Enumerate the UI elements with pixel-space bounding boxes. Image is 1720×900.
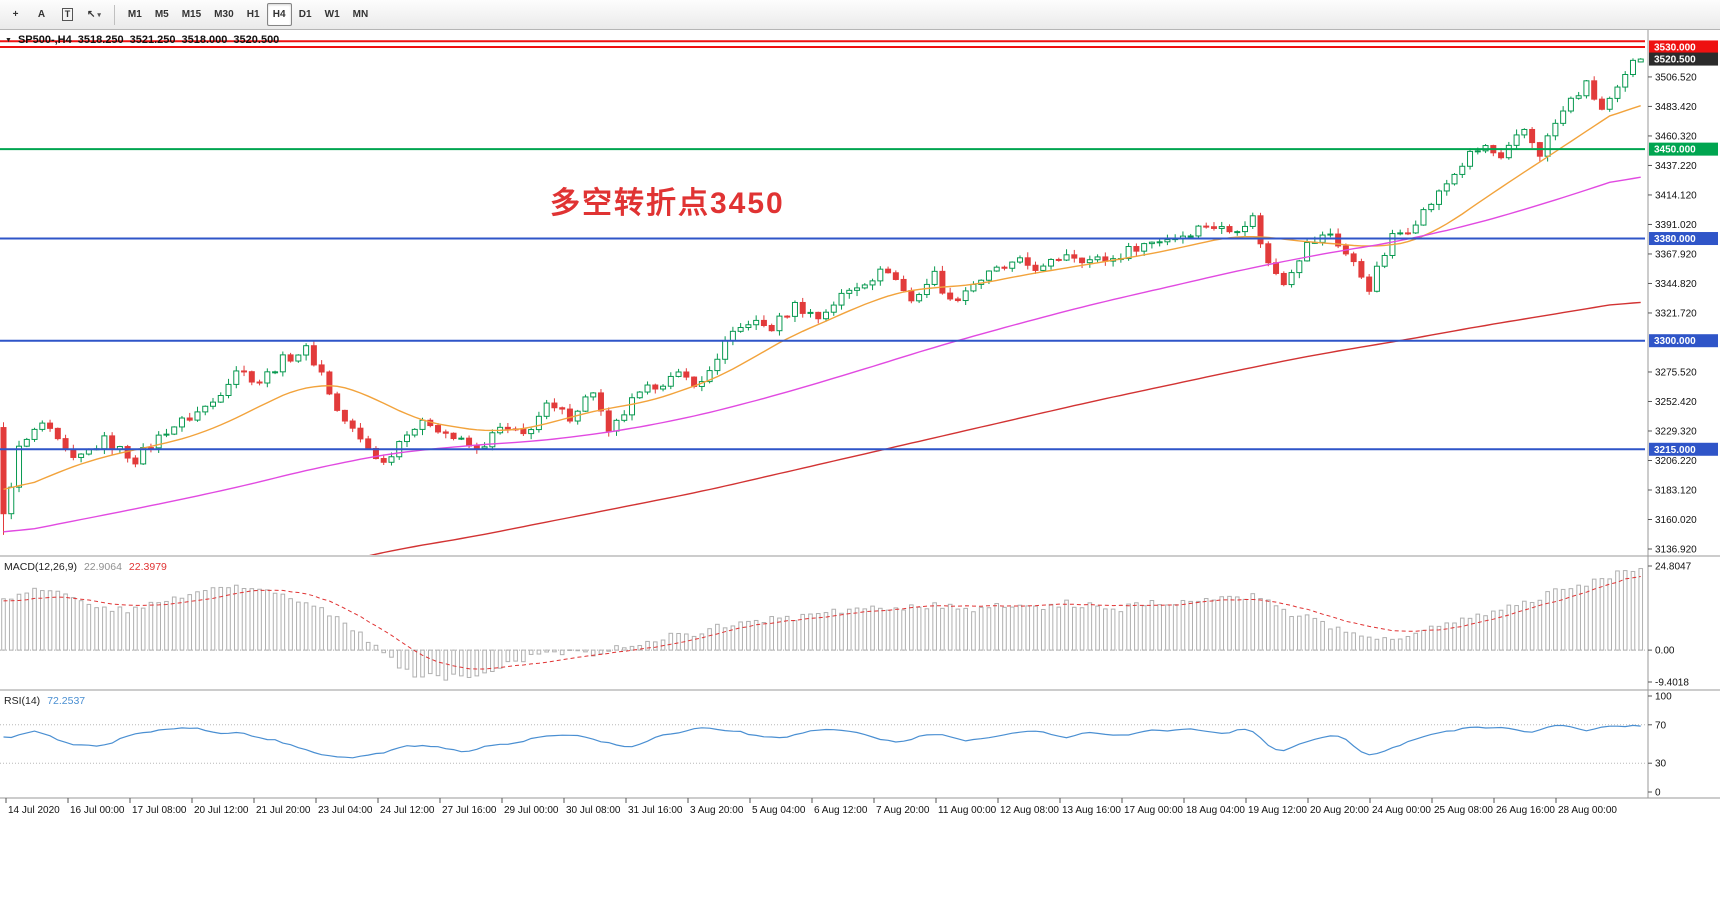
macd-signal-line xyxy=(3,576,1641,670)
price-axis[interactable] xyxy=(1648,30,1720,798)
time-label: 27 Jul 16:00 xyxy=(442,805,497,816)
svg-text:100: 100 xyxy=(1655,692,1672,703)
time-label: 13 Aug 16:00 xyxy=(1062,805,1121,816)
svg-text:3380.000: 3380.000 xyxy=(1654,234,1696,245)
main-toolbar: + A T ↖ ▾ M1 M5 M15 M30 H1 H4 D1 W1 MN xyxy=(0,0,1720,30)
svg-text:3160.020: 3160.020 xyxy=(1655,515,1697,526)
time-label: 17 Aug 00:00 xyxy=(1124,805,1183,816)
svg-text:3136.920: 3136.920 xyxy=(1655,545,1697,556)
timeframe-button-M15[interactable]: M15 xyxy=(176,3,207,26)
time-label: 11 Aug 00:00 xyxy=(938,805,997,816)
rsi-panel xyxy=(0,724,1645,764)
text-label-icon: T xyxy=(61,8,74,21)
svg-text:3437.220: 3437.220 xyxy=(1655,161,1697,172)
svg-text:3450.000: 3450.000 xyxy=(1654,145,1696,156)
svg-text:3520.500: 3520.500 xyxy=(1654,55,1696,66)
level-badge-3215: 3215.000 xyxy=(1649,442,1718,456)
svg-text:3229.320: 3229.320 xyxy=(1655,426,1697,437)
time-label: 12 Aug 08:00 xyxy=(1000,805,1059,816)
time-label: 7 Aug 20:00 xyxy=(876,805,930,816)
draw-arrows-icon: ↖ xyxy=(87,9,96,20)
time-label: 3 Aug 20:00 xyxy=(690,805,744,816)
toolbar-separator xyxy=(113,4,115,25)
time-label: 21 Jul 20:00 xyxy=(256,805,311,816)
svg-text:3206.220: 3206.220 xyxy=(1655,456,1697,467)
horizontal-levels xyxy=(0,40,1645,451)
time-label: 25 Aug 08:00 xyxy=(1434,805,1493,816)
level-badge-3380: 3380.000 xyxy=(1649,232,1718,246)
time-label: 31 Jul 16:00 xyxy=(628,805,683,816)
svg-text:3367.920: 3367.920 xyxy=(1655,249,1697,260)
svg-text:3215.000: 3215.000 xyxy=(1654,445,1696,456)
svg-text:3483.420: 3483.420 xyxy=(1655,102,1697,113)
time-label: 5 Aug 04:00 xyxy=(752,805,806,816)
time-label: 14 Jul 2020 xyxy=(8,805,60,816)
timeframe-button-D1[interactable]: D1 xyxy=(293,3,318,26)
svg-text:3506.520: 3506.520 xyxy=(1655,72,1697,83)
svg-text:70: 70 xyxy=(1655,720,1667,731)
ma-mid-magenta-line xyxy=(3,176,1641,533)
dropdown-caret-icon: ▾ xyxy=(97,11,101,19)
level-badge-3530: 3530.000 xyxy=(1649,40,1718,54)
svg-text:0: 0 xyxy=(1655,788,1661,799)
svg-text:30: 30 xyxy=(1655,759,1667,770)
timeframe-button-H4[interactable]: H4 xyxy=(266,3,292,26)
timeframe-button-H1[interactable]: H1 xyxy=(241,3,266,26)
time-label: 6 Aug 12:00 xyxy=(814,805,868,816)
time-label: 20 Aug 20:00 xyxy=(1310,805,1369,816)
svg-text:3275.520: 3275.520 xyxy=(1655,367,1697,378)
rsi-line xyxy=(3,724,1641,759)
time-label: 29 Jul 00:00 xyxy=(504,805,559,816)
time-label: 24 Jul 12:00 xyxy=(380,805,435,816)
drawing-tools-group: + A T ↖ ▾ xyxy=(3,3,107,26)
timeframe-button-MN[interactable]: MN xyxy=(347,3,375,26)
timeframe-button-M1[interactable]: M1 xyxy=(122,3,148,26)
moving-averages xyxy=(3,105,1641,555)
last-price-badge: 3520.500 xyxy=(1649,52,1718,66)
svg-text:24.8047: 24.8047 xyxy=(1655,562,1692,573)
timeframe-button-M5[interactable]: M5 xyxy=(149,3,175,26)
chart-area[interactable]: 3506.520 3483.420 3460.320 3437.220 3414.120… xyxy=(0,30,1720,900)
time-label: 16 Jul 00:00 xyxy=(70,805,125,816)
text-label-tool-button[interactable]: T xyxy=(55,3,80,26)
svg-text:3344.820: 3344.820 xyxy=(1655,279,1697,290)
level-badge-3450: 3450.000 xyxy=(1649,142,1718,156)
svg-text:3530.000: 3530.000 xyxy=(1654,42,1696,53)
time-label: 26 Aug 16:00 xyxy=(1496,805,1555,816)
time-axis[interactable]: 14 Jul 2020 16 Jul 00:00 17 Jul 08:00 20 Ju… xyxy=(0,798,1720,829)
svg-text:3321.720: 3321.720 xyxy=(1655,308,1697,319)
draw-arrows-tool-button[interactable]: ↖ ▾ xyxy=(81,3,107,26)
chart-plot-background[interactable] xyxy=(0,30,1645,798)
svg-text:3414.120: 3414.120 xyxy=(1655,190,1697,201)
axes: 3506.520 3483.420 3460.320 3437.220 3414.120… xyxy=(0,30,1720,799)
time-label: 28 Aug 00:00 xyxy=(1558,805,1617,816)
time-label: 18 Aug 04:00 xyxy=(1186,805,1245,816)
svg-text:3391.020: 3391.020 xyxy=(1655,220,1697,231)
crosshair-tool-button[interactable]: + xyxy=(3,3,28,26)
macd-panel xyxy=(0,568,1645,681)
timeframe-button-M30[interactable]: M30 xyxy=(208,3,239,26)
svg-text:3183.120: 3183.120 xyxy=(1655,485,1697,496)
timeframes-group: M1 M5 M15 M30 H1 H4 D1 W1 MN xyxy=(122,3,374,26)
svg-text:-9.4018: -9.4018 xyxy=(1655,678,1689,689)
time-label: 30 Jul 08:00 xyxy=(566,805,621,816)
ma-slow-red-line xyxy=(369,301,1641,555)
level-badge-3300: 3300.000 xyxy=(1649,334,1718,348)
svg-text:3300.000: 3300.000 xyxy=(1654,336,1696,347)
text-tool-button[interactable]: A xyxy=(29,3,54,26)
chart-canvas: 3506.520 3483.420 3460.320 3437.220 3414.120… xyxy=(0,30,1720,829)
crosshair-icon: + xyxy=(12,9,19,20)
text-icon: A xyxy=(37,9,46,20)
time-label: 23 Jul 04:00 xyxy=(318,805,373,816)
time-label: 24 Aug 00:00 xyxy=(1372,805,1431,816)
svg-text:3252.420: 3252.420 xyxy=(1655,397,1697,408)
time-label: 20 Jul 12:00 xyxy=(194,805,249,816)
svg-text:3460.320: 3460.320 xyxy=(1655,131,1697,142)
time-label: 17 Jul 08:00 xyxy=(132,805,187,816)
svg-text:0.00: 0.00 xyxy=(1655,646,1675,657)
time-label: 19 Aug 12:00 xyxy=(1248,805,1307,816)
timeframe-button-W1[interactable]: W1 xyxy=(319,3,346,26)
